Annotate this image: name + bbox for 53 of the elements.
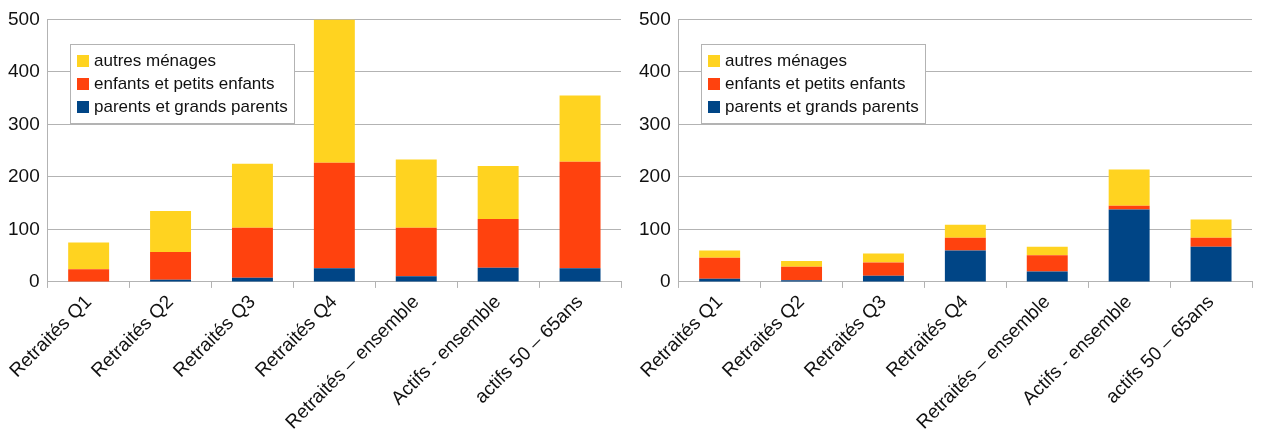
- y-tick-label: 500: [639, 7, 671, 29]
- bar: [862, 253, 904, 263]
- y-tick-label: 300: [639, 112, 671, 134]
- bar: [944, 224, 986, 238]
- bar: [1108, 169, 1150, 206]
- bar: [313, 19, 355, 163]
- bar: [1190, 237, 1232, 247]
- legend-label: parents et grands parents: [94, 97, 288, 117]
- bar: [1190, 219, 1232, 238]
- bar: [1108, 209, 1150, 282]
- bar: [699, 257, 741, 279]
- bar: [1026, 246, 1068, 256]
- bar: [395, 276, 437, 282]
- bar: [68, 269, 110, 282]
- bar: [395, 227, 437, 277]
- y-tick-label: 500: [8, 7, 40, 29]
- bar: [477, 218, 519, 268]
- bar: [699, 250, 741, 258]
- y-tick-label: 0: [660, 270, 671, 292]
- bar: [944, 250, 986, 282]
- bar: [559, 161, 601, 269]
- y-tick-label: 400: [639, 60, 671, 82]
- bar: [559, 95, 601, 162]
- bar: [231, 163, 273, 228]
- legend-label: autres ménages: [94, 51, 216, 71]
- legend-label: enfants et petits enfants: [94, 74, 275, 94]
- bar: [313, 268, 355, 282]
- y-tick-label: 200: [639, 165, 671, 187]
- bar: [150, 211, 192, 252]
- bar: [231, 227, 273, 278]
- bar: [559, 268, 601, 282]
- legend-label: parents et grands parents: [725, 97, 919, 117]
- y-tick-label: 200: [8, 165, 40, 187]
- bar: [1026, 255, 1068, 272]
- legend-label: autres ménages: [725, 51, 847, 71]
- bar: [781, 260, 823, 267]
- bar: [781, 266, 823, 281]
- y-tick-label: 300: [8, 112, 40, 134]
- bar: [1026, 271, 1068, 282]
- legend-label: enfants et petits enfants: [725, 74, 906, 94]
- bar: [68, 242, 110, 270]
- bar: [477, 165, 519, 219]
- y-tick-label: 0: [29, 270, 40, 292]
- bar: [477, 267, 519, 282]
- y-tick-label: 100: [639, 217, 671, 239]
- bar: [395, 159, 437, 228]
- y-tick-label: 400: [8, 60, 40, 82]
- bar: [944, 237, 986, 251]
- bar: [313, 162, 355, 269]
- bar: [150, 252, 192, 280]
- y-tick-label: 100: [8, 217, 40, 239]
- bar: [1190, 246, 1232, 282]
- bar: [862, 262, 904, 276]
